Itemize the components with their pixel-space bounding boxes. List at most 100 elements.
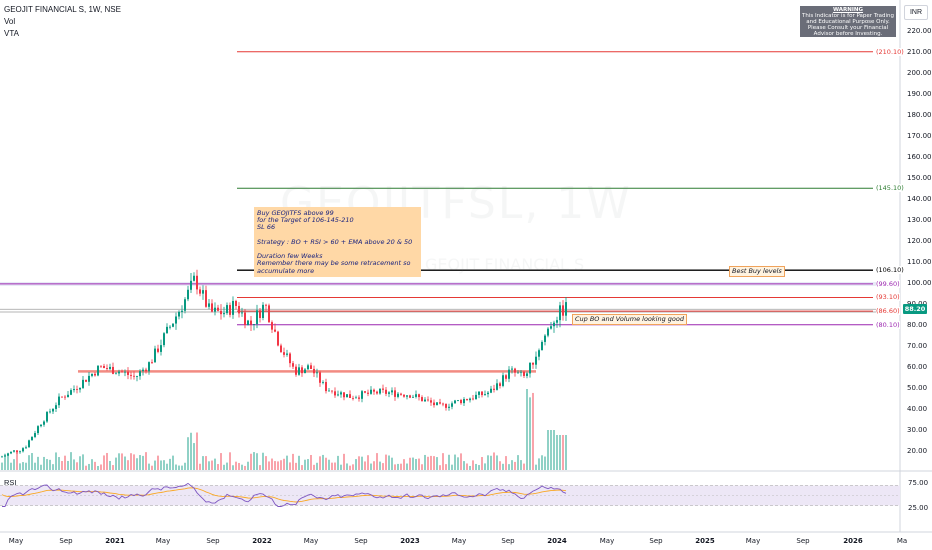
- time-axis[interactable]: May Sep 2021 May Sep 2022 May Sep 2023 May Sep 2024…: [0, 533, 907, 550]
- volume-bar: [118, 453, 120, 470]
- candle-body: [403, 394, 405, 397]
- volume-bar: [433, 456, 435, 470]
- candle-body: [535, 356, 537, 365]
- volume-bar: [286, 455, 288, 470]
- candle-body: [157, 348, 159, 352]
- volume-bar: [415, 458, 417, 470]
- time-tick-label: 2024: [547, 537, 567, 545]
- candle-body: [436, 402, 438, 406]
- candle-body: [184, 299, 186, 311]
- volume-bar: [541, 455, 543, 470]
- volume-bar: [448, 454, 450, 470]
- candle-body: [88, 375, 90, 382]
- candle-body: [163, 333, 165, 346]
- volume-bar: [427, 456, 429, 470]
- candle-body: [4, 455, 6, 457]
- vta-indicator-label[interactable]: VTA: [4, 29, 19, 38]
- candle-body: [145, 369, 147, 372]
- volume-bar: [385, 454, 387, 470]
- volume-bar: [403, 459, 405, 470]
- candle-body: [178, 311, 180, 317]
- price-tick-label: 110.00: [907, 258, 932, 266]
- candle-body: [427, 399, 429, 401]
- candle-body: [19, 451, 21, 453]
- time-tick-label: 2025: [695, 537, 715, 545]
- volume-bar: [136, 458, 138, 470]
- volume-bar: [388, 455, 390, 470]
- symbol-title[interactable]: GEOJIT FINANCIAL S, 1W, NSE: [4, 5, 121, 14]
- volume-bar: [256, 453, 258, 470]
- candle-body: [307, 365, 309, 370]
- volume-bar: [106, 452, 108, 470]
- candle-body: [91, 373, 93, 376]
- volume-bar: [280, 460, 282, 470]
- candle-body: [415, 394, 417, 397]
- price-tick-label: 150.00: [907, 174, 932, 182]
- time-tick-label: 2026: [843, 537, 863, 545]
- volume-bar: [154, 460, 156, 470]
- candle-body: [373, 389, 375, 392]
- time-tick-label: May: [155, 537, 171, 545]
- volume-bar: [28, 455, 30, 470]
- volume-bar: [472, 460, 474, 470]
- volume-bar: [418, 458, 420, 470]
- volume-bar: [325, 457, 327, 470]
- volume-bar: [367, 455, 369, 470]
- volume-bar: [364, 461, 366, 470]
- volume-bar: [295, 462, 297, 470]
- candle-body: [187, 289, 189, 300]
- volume-bar: [394, 464, 396, 470]
- time-tick-label: Sep: [649, 537, 663, 545]
- time-tick-label: Sep: [59, 537, 73, 545]
- candle-body: [139, 371, 141, 377]
- candle-body: [43, 421, 45, 425]
- candle-body: [430, 400, 432, 403]
- volume-bar: [271, 458, 273, 470]
- volume-bar: [178, 465, 180, 470]
- volume-bar: [226, 462, 228, 470]
- volume-bar: [220, 453, 222, 470]
- volume-bar: [139, 455, 141, 470]
- volume-bar: [229, 452, 231, 470]
- candle-body: [244, 312, 246, 325]
- volume-bar: [376, 453, 378, 470]
- volume-bar: [25, 462, 27, 470]
- candle-body: [205, 290, 207, 307]
- volume-bar: [538, 458, 540, 470]
- candle-body: [37, 426, 39, 434]
- candle-body: [154, 348, 156, 363]
- candle-body: [52, 408, 54, 412]
- volume-bar: [268, 461, 270, 470]
- candle-body: [142, 369, 144, 372]
- strategy-note[interactable]: Buy GEOJITFS above 99 for the Target of …: [254, 207, 421, 277]
- candle-body: [472, 398, 474, 400]
- volume-indicator-label[interactable]: Vol: [4, 17, 16, 26]
- candle-body: [160, 345, 162, 352]
- candle-body: [400, 393, 402, 395]
- rsi-label[interactable]: RSI: [4, 478, 17, 487]
- candle-body: [214, 307, 216, 312]
- volume-bar: [46, 459, 48, 470]
- price-tick-label: 140.00: [907, 195, 932, 203]
- best-buy-label[interactable]: Best Buy levels: [729, 266, 785, 277]
- candle-body: [370, 389, 372, 394]
- rsi-ma-line: [1, 487, 567, 503]
- candle-body: [25, 447, 27, 449]
- candle-body: [100, 365, 102, 367]
- volume-bar: [373, 461, 375, 470]
- price-axis[interactable]: 220.00 210.00 200.00 190.00 180.00 170.00 160.…: [900, 0, 932, 470]
- volume-bar: [328, 459, 330, 470]
- volume-bar: [169, 458, 171, 470]
- volume-bar: [469, 465, 471, 470]
- currency-button[interactable]: INR: [904, 5, 928, 20]
- candle-body: [253, 324, 255, 325]
- volume-bar: [556, 435, 558, 470]
- volume-bar: [10, 462, 12, 470]
- candle-body: [94, 373, 96, 376]
- cup-bo-label[interactable]: Cup BO and Volume looking good: [572, 314, 687, 325]
- candle-body: [544, 335, 546, 342]
- candle-body: [529, 362, 531, 374]
- volume-bar: [67, 460, 69, 470]
- volume-bar: [445, 464, 447, 470]
